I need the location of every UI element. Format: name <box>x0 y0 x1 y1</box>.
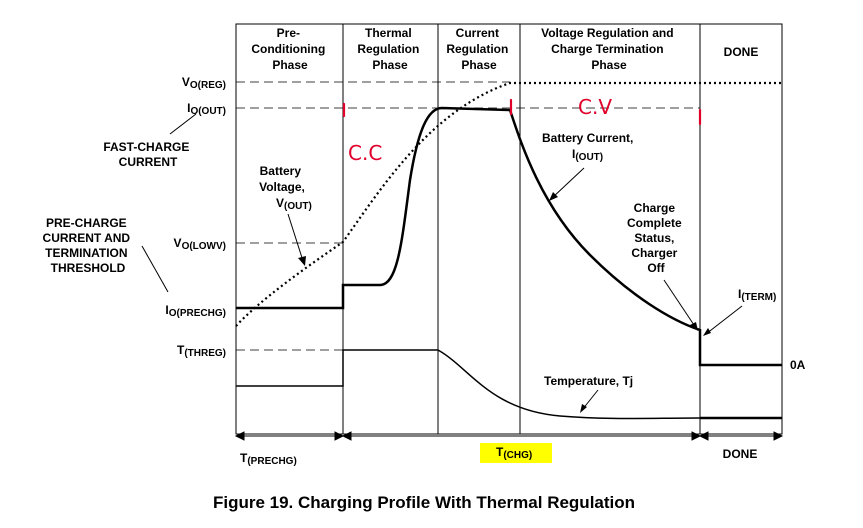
phase-done: DONE <box>724 45 759 59</box>
label-zero-amps: 0A <box>790 358 806 372</box>
label-t-prechg: T(PRECHG) <box>240 451 297 467</box>
label-t-chg: T(CHG) <box>496 445 532 461</box>
phase-current-regulation: Current Regulation Phase <box>446 26 511 72</box>
phase-voltage-regulation: Voltage Regulation and Charge Terminatio… <box>541 26 677 72</box>
label-vo-lowv: VO(LOWV) <box>174 236 226 252</box>
arrowhead <box>691 431 702 441</box>
time-axis <box>234 431 784 441</box>
handwritten-cv: C.V <box>578 95 612 119</box>
label-battery-voltage: Battery Voltage, <box>259 164 305 194</box>
i-term-arrowhead <box>703 328 711 336</box>
arrowhead <box>698 431 709 441</box>
i-term-pointer <box>705 305 743 335</box>
battery-voltage-pointer <box>287 213 305 265</box>
label-i-term: I(TERM) <box>738 287 776 303</box>
plot-border <box>235 23 783 435</box>
arrowhead <box>341 431 352 441</box>
label-v-out: V(OUT) <box>276 196 312 212</box>
label-done-bottom: DONE <box>723 447 758 461</box>
label-i-out: I(OUT) <box>572 147 603 163</box>
arrowhead <box>773 431 784 441</box>
arrowhead <box>234 431 245 441</box>
label-vo-reg: VO(REG) <box>182 75 226 91</box>
label-battery-current: Battery Current, <box>542 131 633 145</box>
temperature-arrowhead <box>580 404 587 413</box>
t-chg-highlight <box>480 443 552 463</box>
figure-caption: Figure 19. Charging Profile With Thermal… <box>213 493 635 512</box>
handwritten-cc: C.C <box>348 141 382 165</box>
battery-current-pointer <box>551 167 585 199</box>
pre-charge-pointer <box>141 245 169 293</box>
battery-voltage-arrowhead <box>298 256 306 266</box>
battery-current-arrowhead <box>549 192 558 201</box>
temperature-curve <box>236 349 701 420</box>
handwritten-marks <box>342 98 702 126</box>
fast-charge-pointer <box>169 113 197 135</box>
label-io-prechg: IO(PRECHG) <box>165 303 226 319</box>
label-temperature: Temperature, Tj <box>544 374 633 388</box>
phase-preconditioning: Pre- Conditioning Phase <box>251 26 328 72</box>
charge-complete-arrowhead <box>690 322 698 331</box>
label-t-threg: T(THREG) <box>177 343 226 359</box>
phase-thermal-regulation: Thermal Regulation Phase <box>357 26 422 72</box>
arrowhead <box>334 431 345 441</box>
label-io-out: IO(OUT) <box>187 101 226 117</box>
label-charge-complete: Charge Complete Status, Charger Off <box>627 201 685 275</box>
charge-complete-pointer <box>663 279 697 329</box>
label-fast-charge-current: FAST-CHARGE CURRENT <box>103 140 192 169</box>
diagram-frame <box>235 23 783 435</box>
label-pre-charge-threshold: PRE-CHARGE CURRENT AND TERMINATION THRES… <box>43 216 134 275</box>
